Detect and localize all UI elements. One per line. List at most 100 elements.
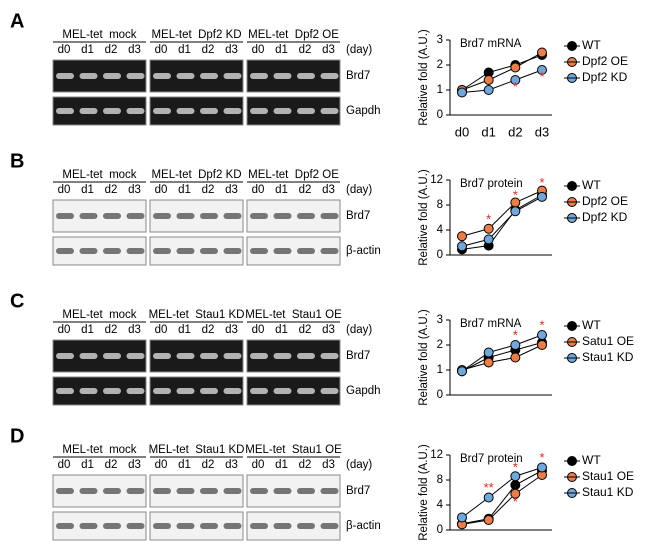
lane-label: d2 xyxy=(299,324,312,336)
lane-label: d2 xyxy=(202,324,215,336)
gel-band xyxy=(103,213,121,219)
gel-band xyxy=(176,488,195,494)
row-label: β-actin xyxy=(346,245,381,257)
gel-band xyxy=(56,353,74,359)
series-line xyxy=(461,196,543,247)
gel-band xyxy=(79,388,98,394)
gel-band xyxy=(250,248,268,254)
significance-mark: * xyxy=(539,318,544,333)
legend-label: WT xyxy=(582,178,601,192)
lane-label: d0 xyxy=(58,459,71,471)
y-tick-label: 8 xyxy=(437,199,443,211)
gel-band xyxy=(200,73,218,79)
series-line xyxy=(461,474,543,525)
series-line xyxy=(461,470,543,525)
gel-band xyxy=(153,488,171,494)
row-label: β-actin xyxy=(346,520,381,532)
data-point xyxy=(510,471,521,482)
data-point xyxy=(537,65,547,75)
series-line xyxy=(461,69,543,93)
gel-band xyxy=(176,73,195,79)
gel-band xyxy=(56,248,74,254)
lane-label: d2 xyxy=(202,44,215,56)
lane-label: d1 xyxy=(81,44,94,56)
unit-label: (day) xyxy=(346,324,372,336)
gel-band xyxy=(126,488,145,494)
legend-label: Stau1 KD xyxy=(582,350,634,364)
gel-band xyxy=(126,108,145,114)
unit-label: (day) xyxy=(346,184,372,196)
x-tick-label: d0 xyxy=(455,124,469,139)
lane-label: d0 xyxy=(252,324,265,336)
lane-label: d3 xyxy=(128,324,141,336)
y-tick-label: 0 xyxy=(437,249,443,261)
gel-band xyxy=(79,213,98,219)
gel-band xyxy=(126,248,145,254)
y-tick-label: 0 xyxy=(437,109,443,121)
data-point xyxy=(537,340,547,350)
row-label: Gapdh xyxy=(346,385,381,397)
y-tick-label: 12 xyxy=(430,449,443,461)
row-label: Brd7 xyxy=(346,350,370,362)
y-tick-label: 0 xyxy=(437,524,443,536)
significance-mark: * xyxy=(539,69,544,84)
gel-band xyxy=(176,523,195,529)
lane-label: d0 xyxy=(58,324,71,336)
gel-band xyxy=(176,388,195,394)
gel-band xyxy=(250,213,268,219)
gel-band xyxy=(126,523,145,529)
data-point xyxy=(483,234,494,245)
gel-band xyxy=(320,108,339,114)
gel-band xyxy=(103,353,121,359)
gel-band xyxy=(79,248,98,254)
legend-label: Stau1 KD xyxy=(582,485,634,499)
lane-label: d2 xyxy=(299,459,312,471)
group-title: MEL-tet Dpf2 OE xyxy=(248,29,339,41)
data-point xyxy=(457,241,467,252)
unit-label: (day) xyxy=(346,44,372,56)
gel-band xyxy=(103,248,121,254)
gel-band xyxy=(273,108,292,114)
gel-band xyxy=(250,523,268,529)
lane-label: d3 xyxy=(322,44,335,56)
lane-label: d1 xyxy=(178,324,191,336)
legend-label: Stau1 OE xyxy=(582,469,634,483)
lane-label: d2 xyxy=(105,184,118,196)
gel-band xyxy=(126,73,145,79)
gel-band xyxy=(223,488,242,494)
gel-band xyxy=(103,388,121,394)
lane-label: d0 xyxy=(155,324,168,336)
data-point xyxy=(457,231,467,242)
gel-band xyxy=(200,488,218,494)
gel-band xyxy=(103,73,121,79)
data-point xyxy=(510,206,521,217)
gel-band xyxy=(103,523,121,529)
group-title: MEL-tet mock xyxy=(62,169,136,181)
gel-band xyxy=(223,248,242,254)
significance-mark: * xyxy=(513,188,518,203)
lane-label: d1 xyxy=(275,184,288,196)
lane-label: d2 xyxy=(105,459,118,471)
chart-title: Brd7 protein xyxy=(460,178,523,190)
gel-band xyxy=(223,388,242,394)
significance-mark: * xyxy=(513,328,518,343)
lane-label: d0 xyxy=(252,184,265,196)
lane-label: d3 xyxy=(322,324,335,336)
gel-band xyxy=(200,388,218,394)
lane-label: d0 xyxy=(155,44,168,56)
lane-label: d1 xyxy=(81,324,94,336)
y-axis-label: Relative fold (A.U.) xyxy=(418,309,430,406)
series-line xyxy=(461,52,543,91)
lane-label: d3 xyxy=(225,184,238,196)
gel-band xyxy=(297,108,315,114)
gel-band xyxy=(56,73,74,79)
gel-band xyxy=(79,73,98,79)
lane-label: d0 xyxy=(155,459,168,471)
group-title: MEL-tet mock xyxy=(62,29,136,41)
gel-band xyxy=(56,213,74,219)
gel-band xyxy=(153,388,171,394)
unit-label: (day) xyxy=(346,459,372,471)
data-point xyxy=(457,512,467,523)
gel-band xyxy=(56,523,74,529)
gel-band xyxy=(223,73,242,79)
